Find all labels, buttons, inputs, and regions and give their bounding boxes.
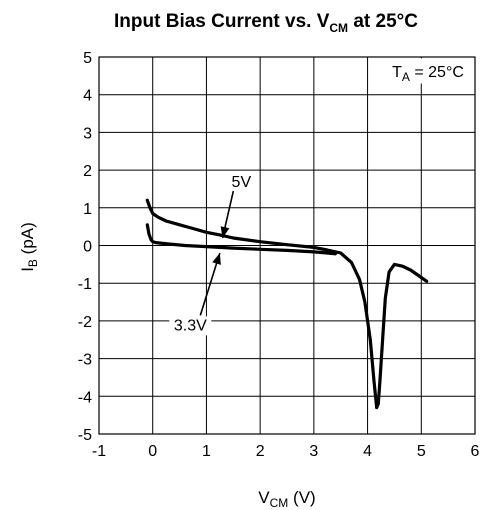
y-tick-labels: 5 4 3 2 1 0 -1 -2 -3 -4 -5 bbox=[78, 50, 92, 444]
series-group bbox=[145, 198, 429, 410]
y-tick-label: -3 bbox=[78, 352, 92, 369]
y-tick-label: 3 bbox=[83, 125, 92, 142]
grid bbox=[99, 57, 475, 434]
condition-label: TA = 25°C bbox=[379, 58, 474, 84]
series-line-2 bbox=[145, 223, 337, 256]
y-tick-label: 5 bbox=[83, 50, 92, 67]
y-tick-label: -1 bbox=[78, 276, 92, 293]
annotation-label-2: 3.3V bbox=[174, 317, 207, 334]
condition-label-text: TA = 25°C bbox=[392, 64, 464, 84]
annotation-arrowhead-1 bbox=[220, 226, 230, 238]
chart-title: Input Bias Current vs. VCM at 25°C bbox=[114, 11, 418, 35]
x-tick-label: 5 bbox=[417, 443, 426, 460]
y-tick-label: 4 bbox=[83, 88, 92, 105]
x-axis-label: VCM (V) bbox=[258, 488, 315, 510]
annotation-label-1: 5V bbox=[232, 174, 252, 191]
annotation-label-bg bbox=[229, 173, 254, 193]
annotation-label-bg bbox=[169, 316, 212, 336]
x-tick-label: 0 bbox=[148, 443, 157, 460]
x-tick-label: 6 bbox=[471, 443, 480, 460]
x-tick-label: 1 bbox=[202, 443, 211, 460]
annotations: 5V 3.3V bbox=[169, 173, 254, 336]
x-tick-label: 3 bbox=[309, 443, 318, 460]
y-tick-label: 1 bbox=[83, 201, 92, 218]
annotation-arrowhead-2 bbox=[212, 253, 221, 265]
x-tick-label: 2 bbox=[256, 443, 265, 460]
x-tick-label: 4 bbox=[363, 443, 372, 460]
x-tick-labels: -1 0 1 2 3 4 5 6 bbox=[92, 443, 480, 460]
y-tick-label: 2 bbox=[83, 163, 92, 180]
plot-frame bbox=[98, 56, 476, 435]
y-axis-label: IB (pA) bbox=[18, 222, 40, 272]
series-line-1 bbox=[145, 198, 429, 410]
condition-label-box bbox=[379, 58, 474, 84]
x-tick-label: -1 bbox=[92, 443, 106, 460]
y-tick-label: -5 bbox=[78, 427, 92, 444]
y-tick-label: -2 bbox=[78, 314, 92, 331]
y-tick-label: -4 bbox=[78, 389, 92, 406]
y-tick-label: 0 bbox=[83, 239, 92, 256]
